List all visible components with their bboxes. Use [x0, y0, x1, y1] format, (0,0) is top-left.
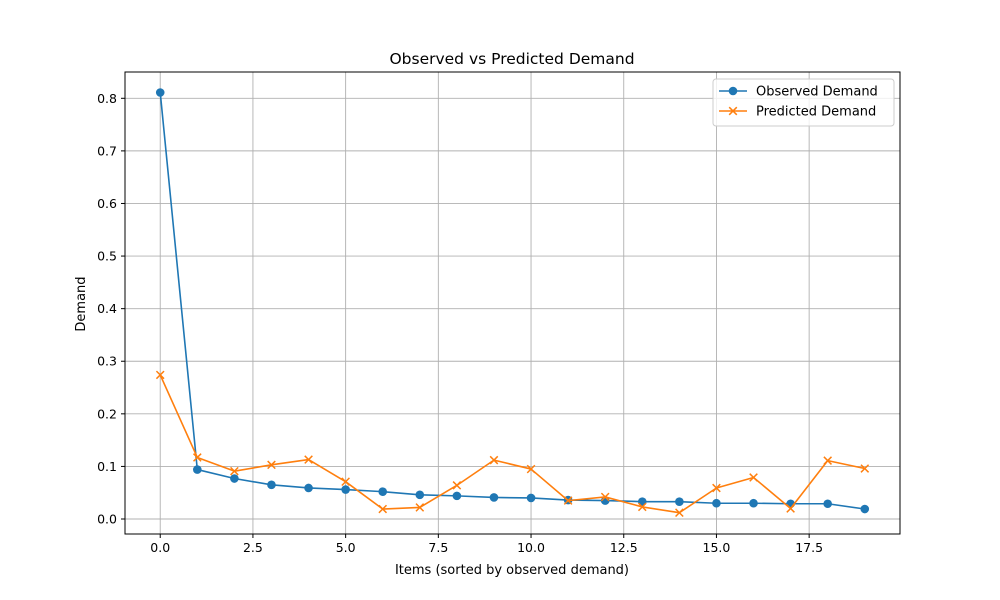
- observed-demand-point: [452, 491, 462, 501]
- observed-demand-point: [823, 499, 832, 509]
- predicted-demand-point: [860, 464, 870, 473]
- predicted-demand-point: [304, 455, 313, 464]
- x-tick-label: 10.0: [517, 540, 545, 555]
- x-tick-label: 17.5: [795, 540, 823, 555]
- observed-demand-point: [675, 497, 684, 506]
- legend-marker: [728, 106, 738, 116]
- observed-demand-point: [712, 498, 721, 508]
- chart-title: Observed vs Predicted Demand: [389, 50, 634, 68]
- predicted-demand-point: [823, 456, 833, 465]
- predicted-demand-point: [155, 370, 165, 380]
- predicted-demand-point: [230, 466, 239, 476]
- y-tick-label: 0.0: [97, 512, 117, 527]
- predicted-demand-point: [452, 481, 462, 490]
- x-axis-label: Items (sorted by observed demand): [395, 563, 629, 578]
- y-tick-label: 0.7: [97, 143, 117, 158]
- predicted-demand-point: [675, 508, 684, 518]
- observed-demand-point: [155, 88, 165, 97]
- y-tick-label: 0.4: [97, 301, 117, 316]
- legend-box: [712, 78, 895, 127]
- predicted-demand-point: [192, 453, 202, 462]
- predicted-demand-point: [600, 492, 610, 502]
- legend-item-observed-demand: Observed Demand: [719, 85, 878, 100]
- observed-demand-line: [159, 92, 865, 510]
- x-tick-label: 12.5: [610, 540, 638, 555]
- predicted-demand-point: [341, 477, 350, 487]
- x-tick-label: 2.5: [243, 540, 263, 555]
- x-tick-label: 5.0: [336, 540, 356, 555]
- observed-demand-point: [193, 465, 202, 474]
- legend-marker: [728, 86, 738, 96]
- x-tick-label: 15.0: [703, 540, 731, 555]
- observed-demand-point: [749, 498, 758, 508]
- predicted-demand-point: [749, 473, 758, 482]
- predicted-demand-point: [526, 464, 536, 474]
- y-tick-label: 0.1: [97, 459, 117, 474]
- predicted-demand-point: [786, 504, 795, 513]
- observed-demand-point: [378, 487, 388, 496]
- observed-demand-point: [415, 490, 425, 500]
- plot-area: [125, 72, 900, 534]
- predicted-demand-line: [159, 374, 865, 514]
- x-tick-label: 0.0: [150, 540, 170, 555]
- observed-demand-point: [230, 474, 239, 483]
- y-axis-label: Demand: [74, 276, 89, 331]
- series-layer: [155, 88, 870, 518]
- predicted-demand-point: [378, 504, 388, 514]
- observed-demand-point: [526, 493, 536, 503]
- predicted-demand-point: [415, 503, 425, 512]
- y-tick-label: 0.2: [97, 406, 117, 421]
- y-tick-label: 0.3: [97, 354, 117, 369]
- x-axis: 0.0 2.5 5.0 7.5 10.0 12.5 15.0 17.5: [150, 534, 823, 555]
- observed-demand-point: [860, 504, 870, 514]
- observed-demand-point: [267, 480, 276, 490]
- observed-demand-point: [304, 483, 313, 493]
- predicted-demand-point: [563, 496, 573, 505]
- observed-demand-point: [341, 485, 350, 494]
- legend-item-predicted-demand: Predicted Demand: [719, 105, 876, 120]
- predicted-demand-series: [155, 370, 870, 518]
- predicted-demand-point: [489, 455, 499, 465]
- predicted-demand-point: [267, 460, 276, 470]
- y-tick-label: 0.8: [97, 91, 117, 106]
- y-tick-label: 0.5: [97, 249, 117, 264]
- x-tick-label: 7.5: [428, 540, 448, 555]
- legend-label: Predicted Demand: [756, 105, 876, 120]
- y-tick-label: 0.6: [97, 196, 117, 211]
- y-axis: 0.0 0.1 0.2 0.3 0.4 0.5 0.6 0.7 0.8: [97, 91, 125, 527]
- predicted-demand-point: [712, 483, 721, 493]
- plot-frame: [124, 71, 901, 535]
- observed-demand-point: [489, 493, 499, 502]
- legend: Observed Demand Predicted Demand: [712, 78, 895, 127]
- legend-label: Observed Demand: [756, 85, 878, 100]
- predicted-demand-point: [637, 502, 647, 512]
